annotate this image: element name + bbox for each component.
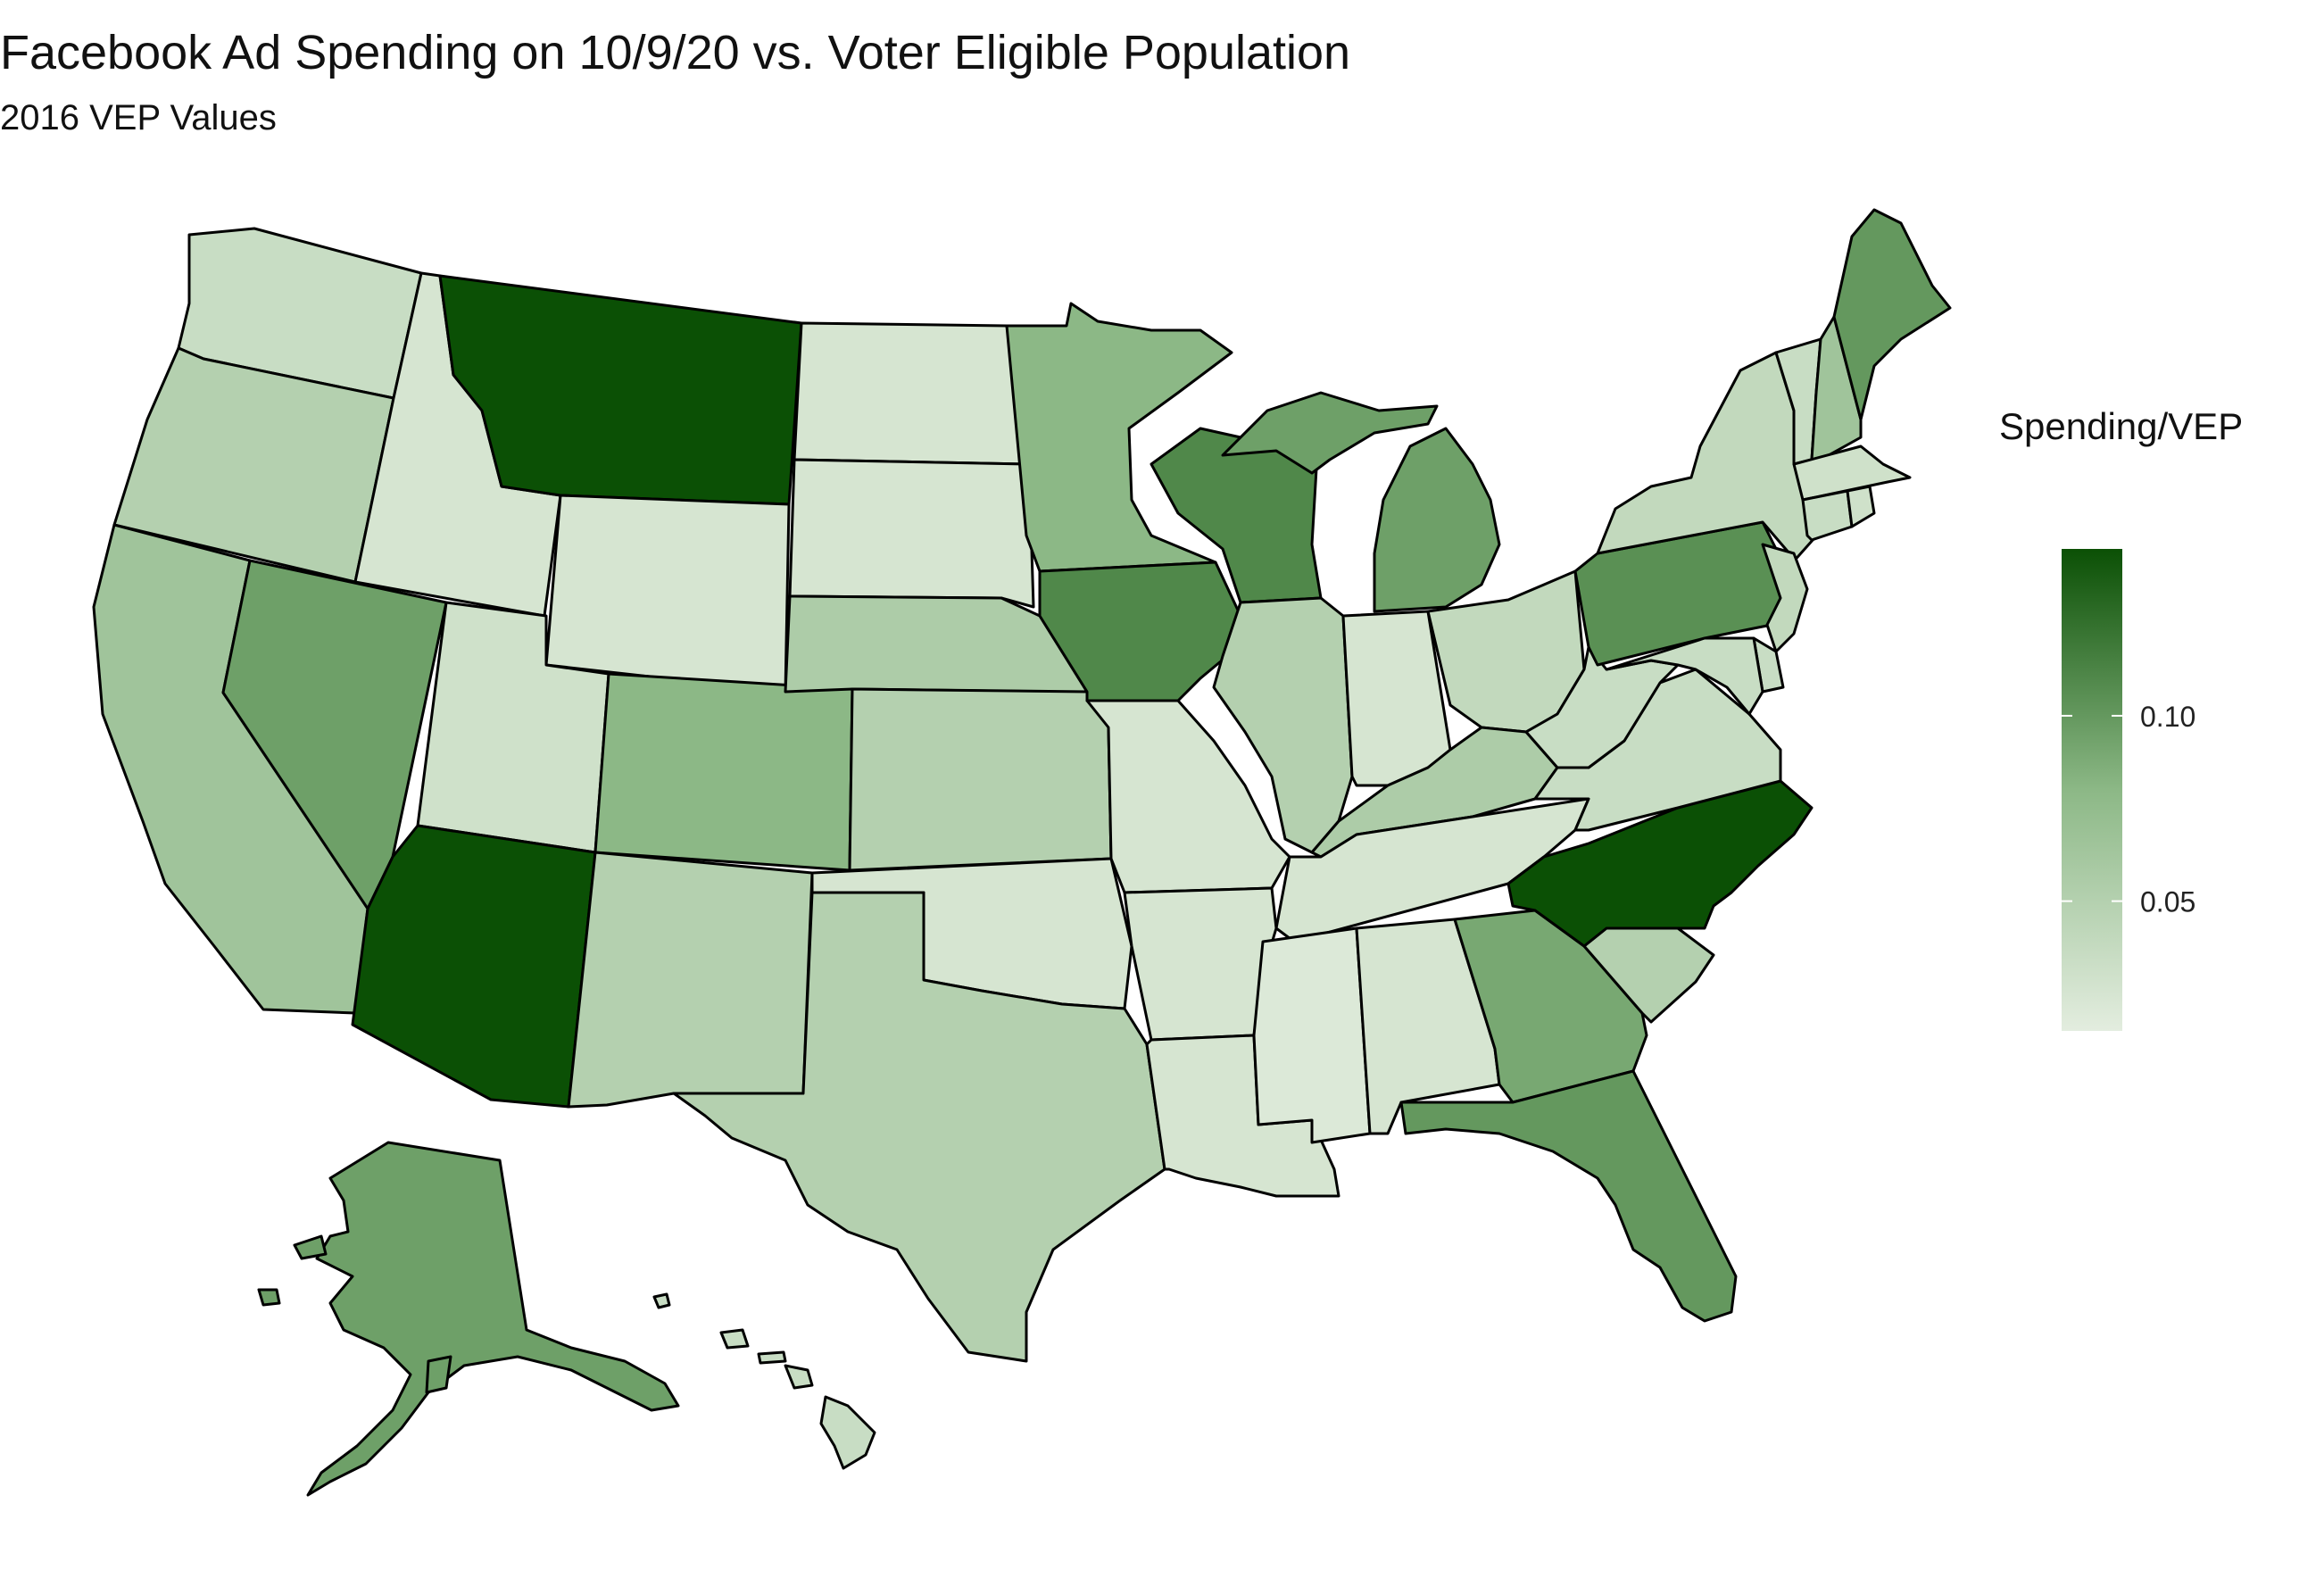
state-tx [672, 891, 1166, 1363]
chart-title: Facebook Ad Spending on 10/9/20 vs. Vote… [0, 26, 1351, 79]
chart-subtitle: 2016 VEP Values [0, 98, 277, 137]
state-ak-island [257, 1288, 281, 1307]
state-ar [1123, 886, 1278, 1042]
state-co [593, 672, 854, 872]
state-fl [1399, 1069, 1738, 1323]
state-mi [1373, 427, 1501, 613]
state-me [1832, 208, 1952, 421]
state-hi-kauai [652, 1292, 671, 1309]
legend-color-bar [2062, 549, 2122, 1031]
state-ak-island [293, 1234, 328, 1260]
state-nj [1761, 543, 1809, 653]
state-wi [1150, 427, 1323, 604]
state-nm [567, 851, 814, 1109]
state-ak-island [425, 1355, 452, 1394]
state-hi-molokai [757, 1350, 787, 1365]
state-nc [1506, 779, 1814, 948]
state-ak [306, 1141, 680, 1497]
state-az [351, 824, 597, 1109]
legend: Spending/VEP 0.05 0.10 [1999, 405, 2243, 1031]
legend-tick-label: 0.10 [2140, 701, 2195, 733]
state-ms [1252, 926, 1372, 1144]
state-ct [1801, 489, 1854, 542]
state-hi-maui [784, 1364, 814, 1390]
legend-title: Spending/VEP [1999, 405, 2243, 447]
state-mi-upper [1221, 391, 1439, 475]
state-nd [793, 321, 1031, 466]
state-il [1212, 596, 1354, 854]
state-sd [788, 458, 1035, 609]
state-md [1605, 636, 1764, 716]
state-wy [544, 494, 791, 694]
state-ia [1038, 561, 1242, 702]
state-ri [1846, 485, 1876, 528]
state-hi-oahu [719, 1328, 750, 1350]
state-hi-big-island [819, 1395, 876, 1470]
legend-tick-label: 0.05 [2140, 886, 2195, 918]
state-ks [848, 687, 1113, 872]
